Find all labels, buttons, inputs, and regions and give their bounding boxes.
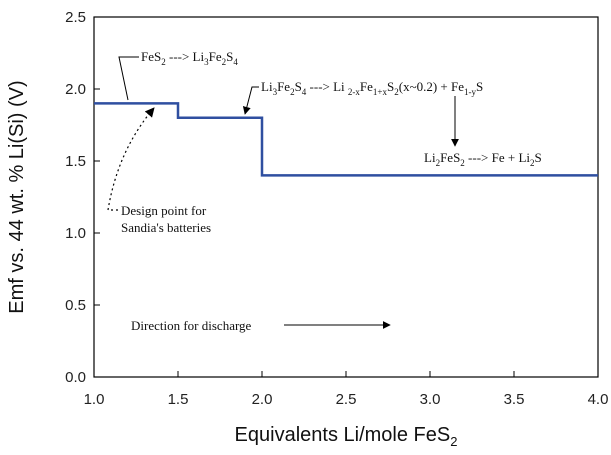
x-tick-label: 3.0 xyxy=(420,391,441,408)
annotation-text: S xyxy=(295,79,302,94)
annotation-text: ---> Li xyxy=(166,49,205,64)
subscript: 2-x xyxy=(348,87,360,97)
x-tick-label: 4.0 xyxy=(588,391,609,408)
y-tick-label: 0.5 xyxy=(65,297,86,314)
y-tick-label: 2.5 xyxy=(65,9,86,26)
x-tick-label: 1.5 xyxy=(168,391,189,408)
subscript: 2 xyxy=(436,158,441,168)
series-group xyxy=(94,102,598,177)
annotation-text: FeS xyxy=(440,150,460,165)
subscript: 3 xyxy=(204,57,209,67)
annotation-text: Li xyxy=(424,150,436,165)
subscript: 3 xyxy=(273,87,278,97)
subscript: 4 xyxy=(233,57,238,67)
annotation-text: S xyxy=(476,79,483,94)
x-axis-label-sub: 2 xyxy=(450,434,457,449)
annotation-text: Fe xyxy=(209,49,222,64)
annotation-text: Fe xyxy=(277,79,290,94)
annotation-1-leader xyxy=(118,56,139,101)
annotation-reaction-3: Li2FeS2 ---> Fe + Li2S xyxy=(424,150,542,168)
x-axis-label: Equivalents Li/mole FeS2 xyxy=(235,424,458,449)
annotation-text: Li xyxy=(261,79,273,94)
annotation-text: S xyxy=(226,49,233,64)
annotation-text: S xyxy=(387,79,394,94)
y-tick-label: 0.0 xyxy=(65,369,86,386)
annotation-reaction-1: FeS2 ---> Li3Fe2S4 xyxy=(141,49,238,67)
x-axis-label-main: Equivalents Li/mole FeS xyxy=(235,424,451,446)
design-point-line-2: Sandia's batteries xyxy=(121,220,211,235)
x-tick-label: 3.5 xyxy=(504,391,525,408)
subscript: 2 xyxy=(222,57,227,67)
subscript: 2 xyxy=(394,87,399,97)
y-tick-label: 2.0 xyxy=(65,81,86,98)
subscript: 2 xyxy=(290,87,295,97)
subscript: 1+x xyxy=(373,87,388,97)
y-axis-ticks: 0.0 0.5 1.0 1.5 2.0 2.5 xyxy=(65,9,100,386)
series-line-0 xyxy=(94,102,598,177)
design-point-label: Design point for Sandia's batteries xyxy=(121,203,211,235)
annotation-text: S xyxy=(535,150,542,165)
x-axis-ticks: 1.0 1.5 2.0 2.5 3.0 3.5 4.0 xyxy=(84,371,609,408)
x-tick-label: 2.0 xyxy=(252,391,273,408)
subscript: 1-y xyxy=(464,87,476,97)
design-point-arrow xyxy=(107,107,155,211)
annotation-text: ---> Fe + Li xyxy=(465,150,531,165)
x-tick-label: 2.5 xyxy=(336,391,357,408)
x-tick-label: 1.0 xyxy=(84,391,105,408)
subscript: 2 xyxy=(161,57,166,67)
annotation-text: Fe xyxy=(360,79,373,94)
subscript: 4 xyxy=(302,87,307,97)
annotation-text: ---> Li xyxy=(306,79,348,94)
y-tick-label: 1.0 xyxy=(65,225,86,242)
annotation-2-leader xyxy=(242,86,259,115)
design-point-line-1: Design point for xyxy=(121,203,207,218)
y-tick-label: 1.5 xyxy=(65,153,86,170)
annotation-text: FeS xyxy=(141,49,161,64)
direction-label: Direction for discharge xyxy=(131,318,252,333)
annotation-text: (x~0.2) + Fe xyxy=(399,79,465,94)
subscript: 2 xyxy=(460,158,465,168)
annotation-reaction-2: Li3Fe2S4 ---> Li 2-xFe1+xS2(x~0.2) + Fe1… xyxy=(261,79,483,97)
y-axis-label: Emf vs. 44 wt. % Li(Si) (V) xyxy=(6,80,28,313)
subscript: 2 xyxy=(530,158,535,168)
